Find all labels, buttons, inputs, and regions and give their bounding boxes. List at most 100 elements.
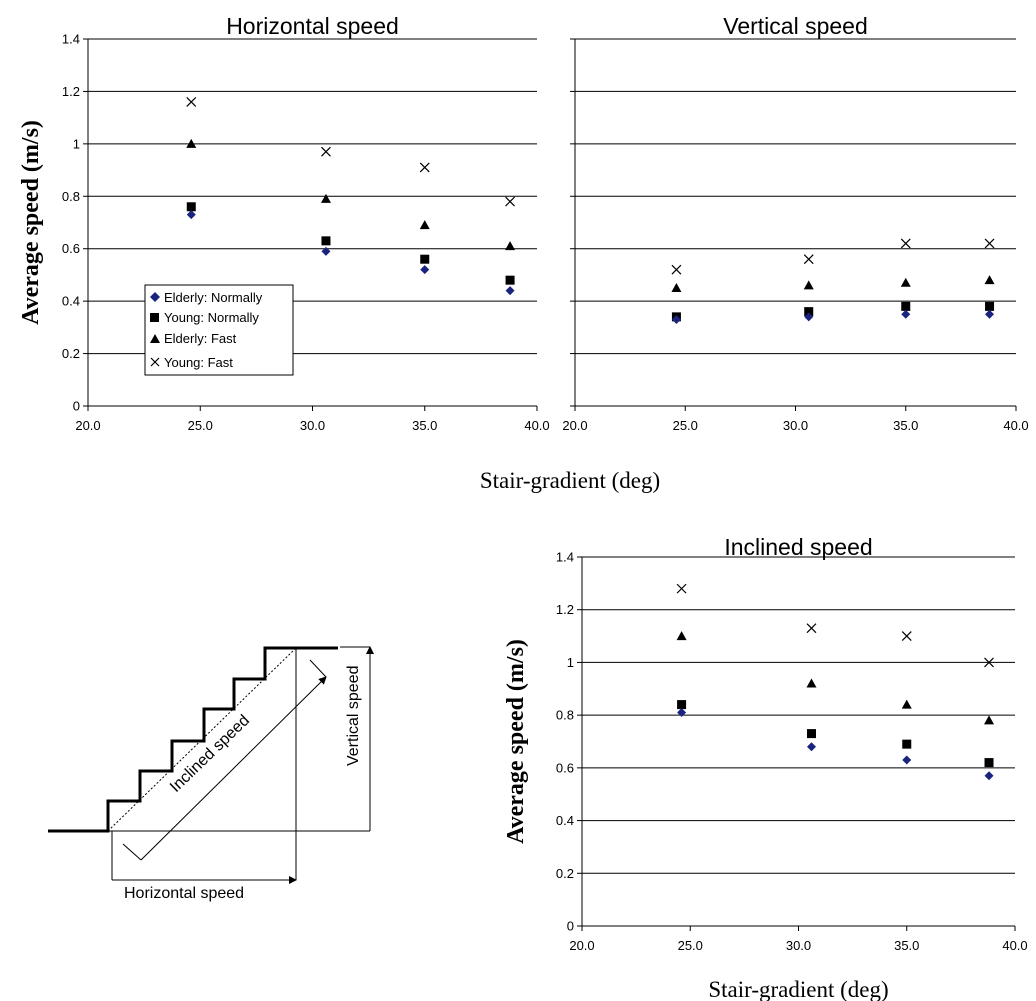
data-point-square (505, 275, 515, 285)
data-point-triangle (186, 138, 197, 148)
x-tick-label: 20.0 (75, 418, 100, 433)
y-tick-label: 0.6 (556, 760, 574, 775)
data-point-square (902, 739, 912, 749)
x-tick-label: 25.0 (673, 418, 698, 433)
x-tick-label: 30.0 (300, 418, 325, 433)
x-tick-label: 25.0 (188, 418, 213, 433)
x-tick-label: 40.0 (1002, 938, 1027, 953)
y-tick-label: 1 (73, 136, 80, 151)
data-point-diamond (804, 312, 814, 322)
data-point-diamond (671, 314, 681, 324)
horizontal-speed-diagram-label: Horizontal speed (124, 885, 244, 902)
inclined-speed-tick-b (309, 659, 327, 678)
vertical-speed-diagram-label: Vertical speed (345, 665, 362, 766)
y-tick-label: 1.4 (556, 550, 574, 565)
data-point-square (984, 758, 994, 768)
chart-title: Horizontal speed (226, 13, 399, 39)
x-tick-label: 30.0 (786, 938, 811, 953)
legend-label-young-fast: Young: Fast (164, 355, 233, 370)
data-point-square (677, 700, 687, 710)
horizontal-speed-chart: 0 0.2 0.4 0.6 0.8 1 1.2 1.4 20.0 25.0 30.0 35.0 40.0… (18, 13, 550, 433)
x-tick-label: 35.0 (412, 418, 437, 433)
legend: Elderly: Normally Young: Normally Elderl… (144, 284, 294, 376)
legend-marker-triangle (150, 334, 160, 343)
y-tick-label: 0.4 (556, 813, 574, 828)
y-tick-label: 0.4 (62, 294, 80, 309)
x-tick-label: 35.0 (893, 418, 918, 433)
legend-box (144, 284, 294, 376)
y-tick-label: 0.2 (556, 866, 574, 881)
stair-profile (48, 646, 338, 833)
data-point-square (901, 301, 911, 311)
shared-x-axis-label: Stair-gradient (deg) (480, 468, 660, 493)
data-point-cross (803, 254, 814, 265)
x-tick-label: 30.0 (783, 418, 808, 433)
data-point-cross (984, 657, 994, 668)
chart-title: Vertical speed (723, 13, 867, 39)
data-point-triangle (671, 283, 682, 293)
y-tick-label: 1.2 (62, 84, 80, 99)
data-point-cross (806, 623, 817, 634)
legend-label-elderly-fast: Elderly: Fast (164, 331, 237, 346)
data-point-square (186, 202, 196, 212)
data-point-square (321, 236, 331, 246)
x-tick-label: 40.0 (1003, 418, 1028, 433)
inclined-speed-chart: 0 0.2 0.4 0.6 0.8 1 1.2 1.4 20.0 25.0 30.0 35.0 40.0… (503, 534, 1028, 1001)
data-point-cross (900, 238, 911, 249)
y-tick-label: 1.2 (556, 602, 574, 617)
stair-diagram: Horizontal speed Inclined speed Vertical… (48, 646, 374, 902)
y-tick-label: 1.4 (62, 32, 80, 47)
y-tick-label: 0.2 (62, 346, 80, 361)
data-point-square (985, 301, 995, 311)
data-point-triangle (901, 699, 912, 709)
data-point-diamond (985, 309, 995, 319)
y-tick-label: 0.6 (62, 241, 80, 256)
chart-title: Inclined speed (724, 534, 872, 560)
data-point-diamond (505, 286, 515, 296)
y-tick-label: 0.8 (556, 708, 574, 723)
y-tick-label: 0.8 (62, 189, 80, 204)
y-tick-label: 1 (567, 655, 574, 670)
data-point-cross (419, 162, 430, 173)
data-point-cross (186, 96, 197, 107)
x-axis-label: Stair-gradient (deg) (708, 977, 888, 1001)
data-point-square (804, 307, 814, 317)
data-point-diamond (186, 210, 196, 220)
data-point-diamond (321, 246, 331, 256)
data-point-diamond (420, 265, 430, 275)
data-point-triangle (803, 280, 814, 290)
y-axis-label: Average speed (m/s) (18, 120, 44, 325)
data-point-cross (901, 631, 912, 641)
y-axis-label: Average speed (m/s) (503, 639, 529, 844)
data-point-cross (984, 238, 995, 249)
y-tick-label: 0 (73, 399, 80, 414)
data-point-triangle (900, 277, 911, 287)
legend-label-young-normally: Young: Normally (164, 310, 259, 325)
x-tick-label: 20.0 (562, 418, 587, 433)
data-point-triangle (984, 715, 995, 725)
data-point-triangle (419, 220, 430, 230)
data-point-cross (676, 583, 687, 594)
legend-marker-diamond (150, 292, 160, 302)
inclined-speed-tick-a (122, 843, 142, 861)
inclined-speed-arrow (140, 676, 327, 861)
data-point-diamond (984, 771, 994, 781)
data-point-cross (671, 264, 682, 275)
vertical-speed-chart: 20.0 25.0 30.0 35.0 40.0 Vertical speed (562, 13, 1028, 433)
x-tick-label: 25.0 (678, 938, 703, 953)
data-point-diamond (902, 755, 912, 765)
data-point-diamond (806, 742, 816, 752)
legend-marker-cross (150, 357, 160, 367)
x-tick-label: 20.0 (569, 938, 594, 953)
x-tick-label: 35.0 (894, 938, 919, 953)
data-point-cross (321, 146, 331, 157)
data-point-cross (505, 196, 515, 207)
data-point-diamond (677, 708, 687, 718)
data-point-square (420, 254, 430, 264)
data-point-triangle (984, 275, 995, 285)
data-point-triangle (806, 678, 817, 688)
data-point-triangle (320, 193, 331, 203)
y-tick-label: 0 (567, 919, 574, 934)
legend-marker-square (150, 313, 159, 322)
